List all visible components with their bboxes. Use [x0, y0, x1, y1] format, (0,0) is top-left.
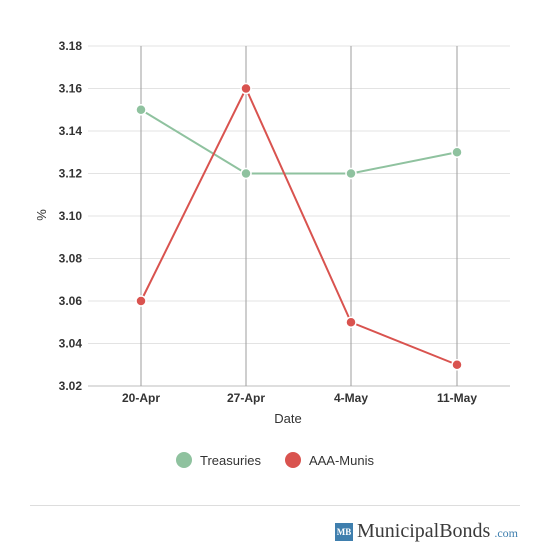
series-line — [140, 108, 458, 175]
legend-item-aaa-munis[interactable]: AAA-Munis — [284, 452, 374, 468]
data-point[interactable] — [135, 295, 147, 307]
data-point[interactable] — [451, 359, 463, 371]
x-tick-label: 4-May — [334, 391, 368, 405]
y-tick-label: 3.16 — [59, 82, 83, 96]
y-tick-label: 3.04 — [59, 337, 83, 351]
y-axis-ticks: 3.18 3.16 3.14 3.12 3.10 3.08 3.06 3.04 3.02 — [59, 39, 83, 393]
legend-label-treasuries: Treasuries — [200, 452, 261, 468]
x-tick-label: 11-May — [437, 391, 477, 405]
x-tick-label: 20-Apr — [122, 391, 160, 405]
legend-marker-aaa-munis — [284, 452, 301, 468]
y-tick-label: 3.02 — [59, 379, 83, 393]
series-0 — [135, 104, 463, 180]
line-chart: 3.18 3.16 3.14 3.12 3.10 3.08 3.06 3.04 3.02 20-… — [34, 39, 510, 426]
brand-name: MunicipalBonds — [356, 520, 491, 542]
series-line — [140, 86, 458, 366]
x-axis-title: Date — [274, 411, 301, 426]
y-tick-label: 3.18 — [59, 39, 83, 53]
legend: Treasuries AAA-Munis — [0, 452, 550, 468]
legend-label-aaa-munis: AAA-Munis — [308, 452, 374, 468]
y-tick-label: 3.12 — [59, 167, 83, 181]
series-lines — [135, 82, 463, 371]
data-point[interactable] — [240, 167, 252, 180]
grid-lines — [88, 45, 510, 387]
data-point[interactable] — [451, 146, 463, 158]
brand-logo[interactable]: MB MunicipalBonds .com — [334, 520, 518, 543]
footer-divider — [30, 505, 520, 506]
y-tick-label: 3.10 — [59, 209, 83, 223]
brand-tld: .com — [494, 526, 518, 540]
legend-marker-treasuries — [176, 452, 193, 468]
data-point[interactable] — [345, 316, 357, 328]
y-axis-title: % — [34, 209, 49, 221]
data-point[interactable] — [240, 82, 252, 95]
y-tick-label: 3.14 — [59, 124, 83, 138]
data-point[interactable] — [135, 104, 147, 116]
legend-item-treasuries[interactable]: Treasuries — [176, 452, 261, 468]
x-axis-ticks: 20-Apr 27-Apr 4-May 11-May — [122, 391, 477, 405]
x-tick-label: 27-Apr — [227, 391, 265, 405]
brand-badge-icon: MB — [334, 522, 353, 541]
data-point[interactable] — [345, 167, 357, 180]
y-tick-label: 3.08 — [59, 252, 83, 266]
series-1 — [135, 82, 463, 371]
y-tick-label: 3.06 — [59, 294, 83, 308]
